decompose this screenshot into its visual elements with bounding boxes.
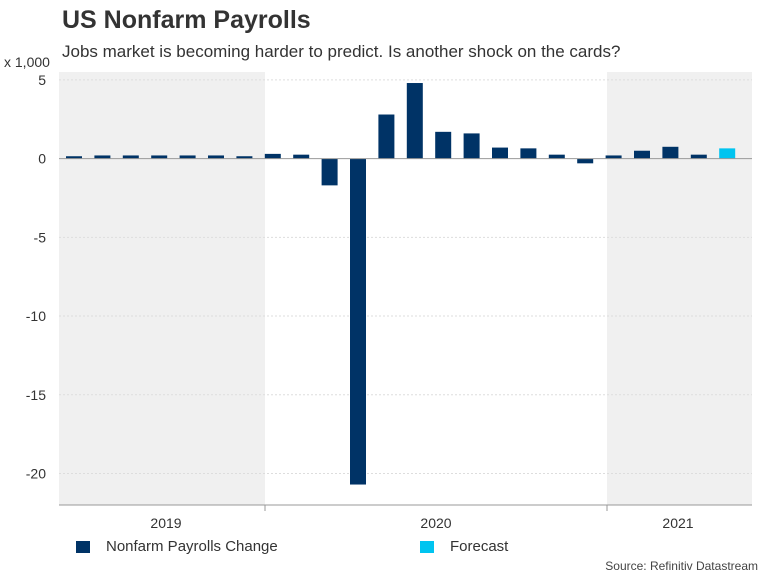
x-tick-label: 2020 [420,515,451,531]
bar-payrolls [236,156,253,159]
y-tick-label: -5 [34,229,47,245]
bar-payrolls [435,131,452,159]
bar-payrolls [577,158,594,164]
shaded-region-2021 [607,72,752,505]
x-tick-label: 2021 [662,515,693,531]
source-note: Source: Refinitiv Datastream [605,559,758,573]
legend-item-forecast: Forecast [420,538,508,555]
y-tick-label: 0 [38,151,46,167]
bar-payrolls [350,158,366,485]
bar-payrolls [151,155,168,159]
bar-payrolls [321,158,338,186]
bar-forecast [719,148,736,159]
legend-label-actual: Nonfarm Payrolls Change [106,538,278,555]
bar-payrolls [94,155,111,159]
chart-subtitle: Jobs market is becoming harder to predic… [62,42,621,61]
legend-item-actual: Nonfarm Payrolls Change [76,538,278,555]
legend-label-forecast: Forecast [450,538,509,555]
bar-payrolls [179,155,196,159]
y-tick-label: -10 [26,308,46,324]
bar-payrolls [492,147,508,159]
bar-payrolls [605,155,622,159]
bar-payrolls [293,154,310,159]
bar-payrolls [662,146,679,159]
y-tick-label: -15 [26,387,46,403]
y-tick-label: 5 [38,72,46,88]
bar-payrolls [378,114,395,159]
bar-payrolls [122,155,139,159]
y-tick-label: -20 [26,466,46,482]
bar-payrolls [406,83,423,159]
bar-payrolls [208,155,224,159]
bar-payrolls [634,150,650,159]
legend-swatch-actual [76,540,90,553]
bar-payrolls [520,148,537,159]
bar-payrolls [463,133,480,159]
y-unit-label: x 1,000 [4,54,50,70]
bar-payrolls [66,156,82,159]
chart-title: US Nonfarm Payrolls [62,6,311,34]
shaded-region-2019 [59,72,265,505]
x-tick-label: 2019 [150,515,181,531]
bar-payrolls [690,154,707,159]
bar-payrolls [548,154,565,159]
bar-payrolls [264,153,281,159]
legend-swatch-forecast [420,540,434,553]
